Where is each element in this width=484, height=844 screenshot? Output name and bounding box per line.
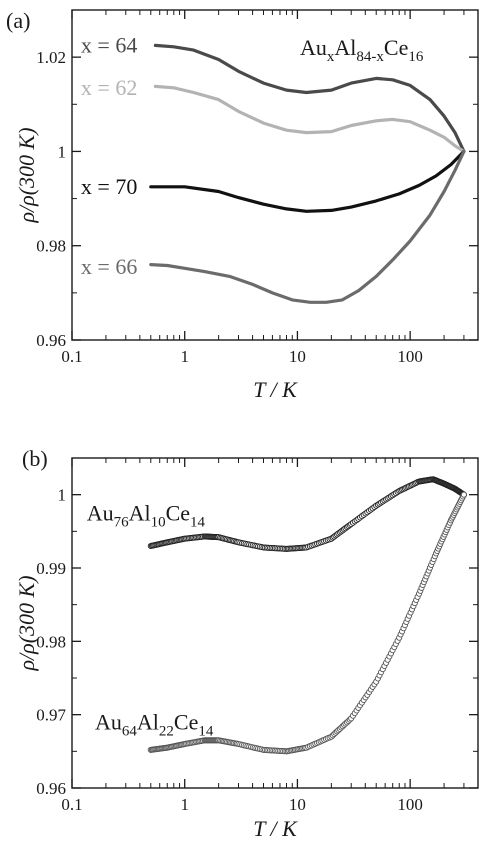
series-label: x = 64 (81, 32, 137, 57)
x-tick-label: 10 (289, 347, 306, 366)
panel-b-plot-frame (71, 457, 479, 789)
panel-a-composition-annotation: AuxAl84-xCe16 (300, 35, 424, 65)
panel-b-y-axis-label: ρ/ρ(300 K) (14, 575, 39, 671)
panel-b-ticks-group: 0.1 1 10 100 0.96 0.97 0.98 0.99 1 (36, 458, 479, 814)
panel-b-x-axis-label: T / K (253, 816, 298, 841)
panel-a-ticks-group: 0.1 1 10 100 0.96 0.98 1 1.02 (36, 10, 479, 366)
series-label: x = 62 (81, 75, 137, 100)
y-tick-label: 1 (58, 486, 67, 505)
y-tick-label: 1.02 (36, 48, 66, 67)
panel-b-series-labels: Au76Al10Ce14 Au64Al22Ce14 (87, 500, 214, 739)
panel-a-y-axis-label: ρ/ρ(300 K) (14, 127, 39, 223)
y-tick-label: 0.97 (36, 706, 66, 725)
series-label: x = 66 (81, 254, 137, 279)
x-tick-label: 10 (289, 795, 306, 814)
data-point (460, 491, 467, 498)
panel-a-series-group (149, 43, 466, 304)
panel-b-label: (b) (22, 446, 48, 471)
y-tick-label: 0.96 (36, 779, 66, 798)
panel-a-plot-frame (71, 9, 479, 341)
panel-a-x-axis-label: T / K (253, 377, 298, 402)
x-tick-label: 0.1 (61, 795, 82, 814)
x-tick-label: 100 (397, 347, 423, 366)
panel-b-series-group (147, 476, 467, 755)
y-tick-label: 0.98 (36, 632, 66, 651)
series-line (149, 149, 466, 213)
series-line (149, 149, 466, 304)
x-tick-label: 1 (180, 795, 189, 814)
panel-b-chart: (b) 0.1 1 10 100 0.96 0.97 0.98 0.99 1 Au76Al10C… (14, 446, 479, 841)
series-line (153, 43, 466, 153)
y-tick-label: 0.96 (36, 331, 66, 350)
series-line (153, 84, 466, 153)
series-label: Au64Al22Ce14 (95, 709, 214, 739)
x-tick-label: 1 (180, 347, 189, 366)
x-tick-label: 100 (397, 795, 423, 814)
x-tick-label: 0.1 (61, 347, 82, 366)
y-tick-label: 0.99 (36, 559, 66, 578)
series-label: x = 70 (81, 174, 137, 199)
panel-a-label: (a) (6, 8, 30, 33)
y-tick-label: 1 (58, 142, 67, 161)
panel-a-series-labels: x = 64 x = 62 x = 70 x = 66 (81, 32, 137, 279)
y-tick-label: 0.98 (36, 237, 66, 256)
series-label: Au76Al10Ce14 (87, 500, 206, 530)
